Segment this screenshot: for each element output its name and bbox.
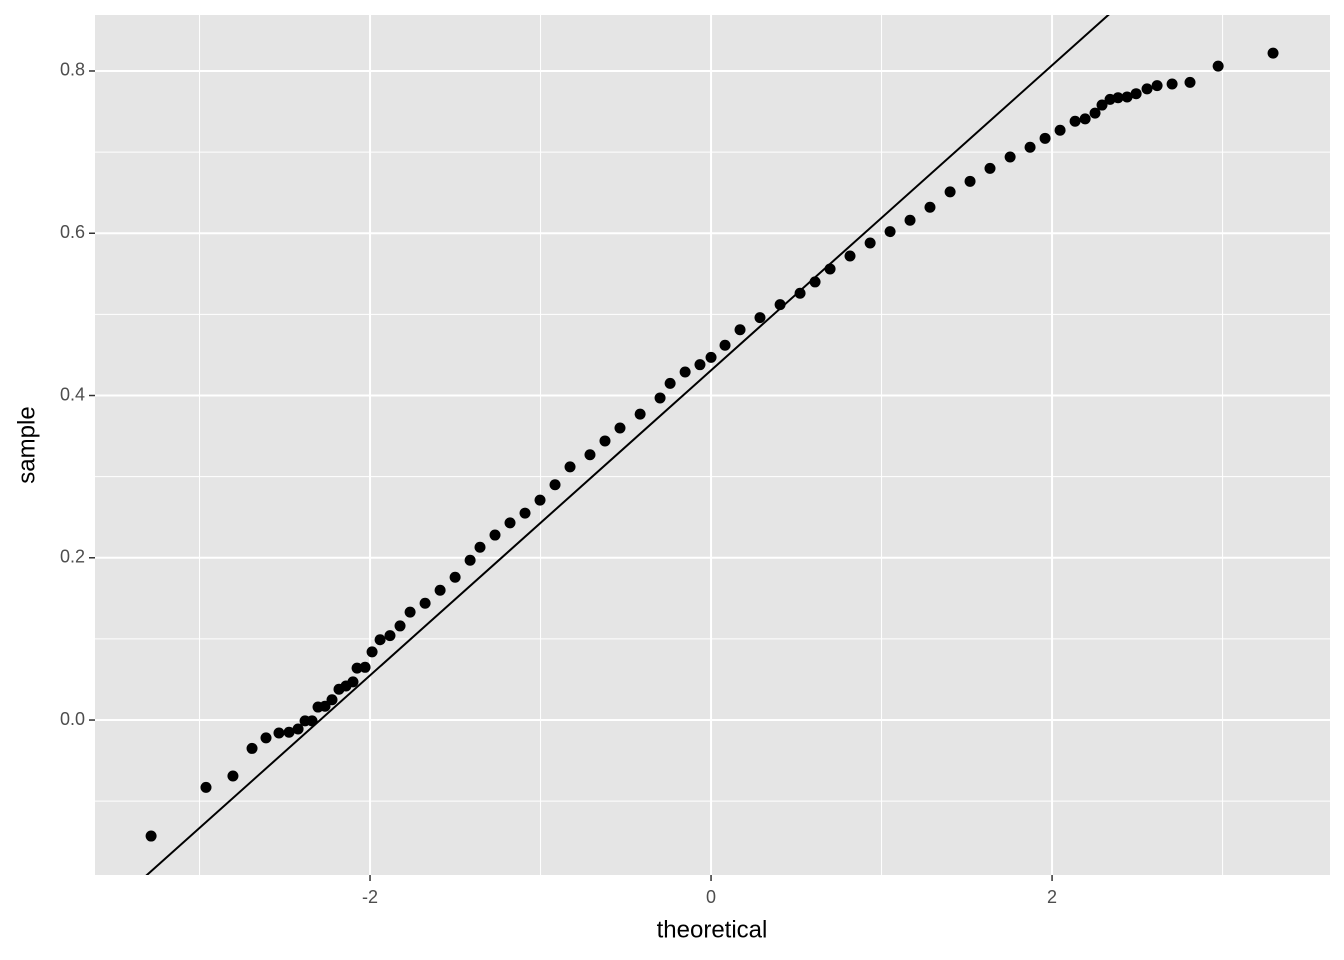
point bbox=[504, 517, 516, 529]
point bbox=[924, 201, 936, 213]
x-axis-title: theoretical bbox=[657, 916, 768, 943]
point bbox=[614, 422, 626, 434]
reference-line bbox=[145, 15, 1110, 875]
point bbox=[679, 366, 691, 378]
point bbox=[1130, 88, 1142, 100]
point bbox=[754, 312, 766, 324]
point bbox=[794, 287, 806, 299]
y-axis-title: sample bbox=[13, 406, 40, 483]
point bbox=[474, 541, 486, 553]
point bbox=[449, 571, 461, 583]
point bbox=[584, 449, 596, 461]
point bbox=[145, 830, 157, 842]
y-tick-label: 0.2 bbox=[60, 547, 85, 567]
point bbox=[1151, 80, 1163, 92]
point bbox=[319, 700, 331, 712]
point bbox=[694, 359, 706, 371]
point bbox=[884, 226, 896, 238]
point bbox=[519, 507, 531, 519]
point bbox=[1212, 60, 1224, 72]
point bbox=[374, 634, 386, 646]
point bbox=[326, 694, 338, 706]
point bbox=[774, 299, 786, 311]
point bbox=[1004, 151, 1016, 163]
y-tick-label: 0.0 bbox=[60, 709, 85, 729]
point bbox=[984, 162, 996, 174]
y-tick-label: 0.4 bbox=[60, 384, 85, 404]
point bbox=[634, 408, 646, 420]
point bbox=[1141, 83, 1153, 95]
point bbox=[227, 770, 239, 782]
point bbox=[1069, 115, 1081, 127]
point bbox=[1089, 107, 1101, 119]
point bbox=[654, 392, 666, 404]
point bbox=[434, 584, 446, 596]
point bbox=[1184, 76, 1196, 88]
point bbox=[351, 662, 363, 674]
point bbox=[864, 237, 876, 249]
point bbox=[347, 676, 359, 688]
point bbox=[1121, 91, 1133, 103]
point bbox=[809, 276, 821, 288]
point bbox=[1054, 124, 1066, 136]
point bbox=[549, 479, 561, 491]
point bbox=[359, 661, 371, 673]
point bbox=[824, 263, 836, 275]
point bbox=[564, 461, 576, 473]
point bbox=[904, 214, 916, 226]
point bbox=[844, 250, 856, 262]
point bbox=[464, 554, 476, 566]
point bbox=[1039, 132, 1051, 144]
point bbox=[273, 727, 285, 739]
y-tick-label: 0.6 bbox=[60, 222, 85, 242]
point bbox=[1267, 47, 1279, 59]
point bbox=[200, 781, 212, 793]
point bbox=[366, 646, 378, 658]
point bbox=[292, 723, 304, 735]
point bbox=[246, 742, 258, 754]
point bbox=[1079, 113, 1091, 125]
point bbox=[944, 186, 956, 198]
point bbox=[599, 435, 611, 447]
x-tick-label: 0 bbox=[706, 887, 716, 907]
point bbox=[719, 339, 731, 351]
point bbox=[384, 630, 396, 642]
point bbox=[260, 732, 272, 744]
point bbox=[1096, 99, 1108, 111]
point bbox=[964, 175, 976, 187]
point bbox=[394, 620, 406, 632]
point bbox=[306, 715, 318, 727]
point bbox=[404, 606, 416, 618]
point bbox=[734, 324, 746, 336]
point bbox=[1166, 78, 1178, 90]
point bbox=[489, 529, 501, 541]
y-tick-label: 0.8 bbox=[60, 60, 85, 80]
point bbox=[283, 726, 295, 738]
point bbox=[1112, 92, 1124, 104]
point bbox=[419, 597, 431, 609]
point bbox=[705, 351, 717, 363]
x-tick-label: -2 bbox=[362, 887, 378, 907]
panel bbox=[95, 15, 1330, 875]
point bbox=[534, 494, 546, 506]
x-tick-label: 2 bbox=[1047, 887, 1057, 907]
point bbox=[664, 377, 676, 389]
point bbox=[1024, 141, 1036, 153]
